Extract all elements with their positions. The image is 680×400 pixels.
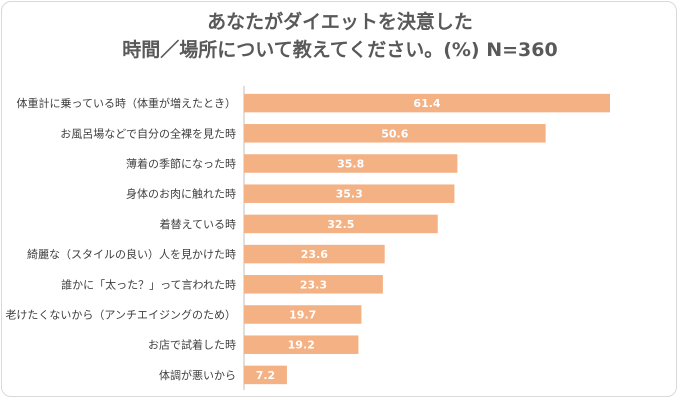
chart-title-line1: あなたがダイエットを決意した bbox=[207, 11, 473, 33]
value-label-7: 23.3 bbox=[300, 278, 327, 291]
category-label-10: 体調が悪いから bbox=[159, 368, 236, 382]
value-label-8: 19.7 bbox=[289, 309, 316, 322]
bar-3 bbox=[244, 154, 458, 173]
bar-2 bbox=[244, 124, 546, 143]
category-label-1: 体重計に乗っている時（体重が増えたとき） bbox=[17, 96, 236, 110]
value-label-6: 23.6 bbox=[301, 248, 328, 261]
value-label-5: 32.5 bbox=[327, 218, 354, 231]
category-label-3: 薄着の季節になった時 bbox=[126, 157, 236, 171]
bar-4 bbox=[244, 184, 455, 203]
value-label-4: 35.3 bbox=[336, 188, 363, 201]
category-label-2: お風呂場などで自分の全裸を見た時 bbox=[60, 126, 236, 140]
category-label-5: 着替えている時 bbox=[160, 217, 236, 231]
category-label-4: 身体のお肉に触れた時 bbox=[126, 187, 236, 201]
bar-1 bbox=[244, 93, 610, 113]
bar-8 bbox=[244, 305, 362, 324]
category-label-9: お店で試着した時 bbox=[148, 338, 236, 352]
bar-10 bbox=[244, 365, 287, 385]
category-label-6: 綺麗な（スタイルの良い）人を見かけた時 bbox=[27, 247, 236, 261]
bar-5 bbox=[244, 214, 438, 234]
value-label-10: 7.2 bbox=[256, 369, 276, 382]
bar-7 bbox=[244, 275, 383, 294]
value-label-1: 61.4 bbox=[413, 97, 440, 110]
value-label-3: 35.8 bbox=[337, 158, 364, 171]
chart-title-line2: 時間／場所について教えてください。(%) N=360 bbox=[122, 39, 558, 61]
category-label-7: 誰かに「太った？」って言われた時 bbox=[61, 277, 236, 291]
bar-9 bbox=[244, 335, 359, 354]
value-label-9: 19.2 bbox=[288, 339, 315, 352]
value-label-2: 50.6 bbox=[381, 127, 408, 140]
category-label-8: 老けたくないから（アンチエイジングのため） bbox=[5, 308, 236, 322]
bar-6 bbox=[244, 244, 385, 264]
